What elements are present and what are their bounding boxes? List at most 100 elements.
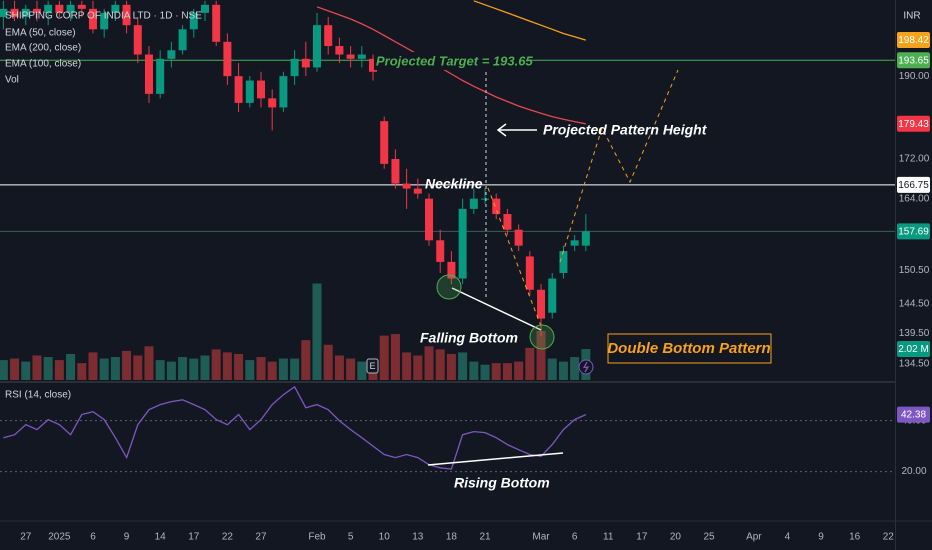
height-label: Projected Pattern Height (543, 122, 708, 138)
x-tick-label: 18 (446, 532, 458, 543)
candle-body (234, 76, 243, 103)
candle-body (55, 4, 64, 13)
legend-entry: EMA (200, close) (5, 43, 81, 54)
candle-body (290, 58, 299, 77)
x-tick-label: 17 (188, 532, 200, 543)
candle-body (212, 4, 221, 42)
candle-body (200, 4, 209, 13)
x-tick-label: 21 (479, 532, 491, 543)
annotations: Projected Target = 193.65 Projected Patt… (366, 52, 772, 491)
volume-bar (290, 358, 300, 380)
volume-bar (155, 360, 165, 380)
candle-body (100, 12, 109, 30)
legend-entry: EMA (100, close) (5, 59, 81, 70)
legend: SHIPPING CORP OF INDIA LTD · 1D · NSE EM… (5, 11, 921, 401)
volume-bar (502, 363, 512, 380)
candle-body (223, 41, 232, 77)
volume-bar (547, 358, 557, 380)
volume-bar (402, 352, 412, 380)
x-tick-label: 16 (849, 532, 861, 543)
candle-body (369, 58, 378, 72)
y-tick-label: 190.00 (899, 71, 930, 82)
volume-bar (536, 330, 546, 380)
projection-path (487, 187, 542, 327)
candle-body (537, 289, 546, 319)
x-tick-label: 9 (818, 532, 824, 543)
rsi-line (3, 385, 587, 470)
volume-bar (54, 360, 64, 380)
candle-body (525, 256, 534, 290)
candle-body (503, 214, 512, 230)
volume-bar (278, 358, 288, 380)
x-tick-label: 13 (412, 532, 424, 543)
price-tag-label: 179.43 (898, 119, 929, 130)
price-tag (897, 223, 930, 240)
volume-bar (514, 361, 524, 380)
candle-body (492, 198, 501, 215)
y-tick-label: 134.50 (899, 358, 930, 369)
volume-bar (21, 361, 31, 380)
x-tick-label: 6 (572, 532, 578, 543)
candle-body (559, 251, 568, 273)
candle-body (425, 198, 434, 241)
plot-layer (0, 0, 895, 473)
volume-bar (570, 357, 580, 380)
earnings-marker[interactable] (366, 358, 379, 374)
candle-body (581, 231, 590, 246)
candle-body (380, 121, 389, 164)
price-tag-label: 198.42 (898, 35, 929, 46)
volume-bar (256, 357, 266, 380)
x-tick-label: 14 (155, 532, 167, 543)
volume-bar (413, 355, 423, 380)
axis-layer: 40.0020.00190.00172.00164.00150.50144.50… (20, 32, 930, 543)
candle-body (357, 54, 366, 59)
x-tick-label: 25 (703, 532, 715, 543)
y-tick-label: 139.50 (899, 328, 930, 339)
volume-bar (77, 363, 87, 380)
volume-bar (424, 346, 434, 380)
candle-body (469, 198, 478, 209)
volume-bar (323, 344, 333, 380)
candle-body (44, 4, 53, 13)
candle-body (178, 29, 187, 51)
volume-bar (346, 358, 356, 380)
bottom-marker (436, 274, 462, 300)
target-label: Projected Target = 193.65 (376, 53, 533, 68)
volume-bar (458, 352, 468, 380)
candle-body (0, 8, 8, 17)
volume-bar (267, 361, 277, 380)
pattern-label: Double Bottom Pattern (607, 340, 770, 357)
legend-entry: Vol (5, 75, 19, 86)
rsi-label: RSI (14, close) (5, 390, 71, 401)
volume-bar (480, 364, 490, 380)
candle-body (447, 261, 456, 279)
falling-bottom-label: Falling Bottom (420, 330, 518, 346)
candle-body (436, 240, 445, 262)
x-tick-label: Mar (532, 532, 550, 543)
x-tick-label: Apr (746, 532, 762, 543)
candle-body (413, 188, 422, 194)
volume-bar (491, 363, 501, 380)
x-tick-label: 22 (883, 532, 895, 543)
candle-body (122, 4, 131, 26)
currency-label[interactable]: INR (903, 11, 920, 22)
volume-bar (222, 352, 232, 380)
candle-body (144, 54, 153, 94)
arrow-head (496, 123, 507, 137)
bottom-marker (529, 324, 555, 350)
falling-bottom-line (451, 287, 542, 331)
rsi-tick-label: 20.00 (901, 466, 926, 477)
candle-body (514, 229, 523, 246)
volume-bar (43, 357, 53, 380)
candle-body (548, 278, 557, 313)
x-tick-label: 20 (670, 532, 682, 543)
volume-bar (122, 350, 132, 380)
x-tick-label: 10 (379, 532, 391, 543)
volume-bar (200, 355, 210, 380)
label-background (374, 52, 526, 70)
x-tick-label: 4 (785, 532, 791, 543)
volume-bar (357, 361, 367, 380)
y-tick-label: 150.50 (899, 265, 930, 276)
candle-body (88, 8, 97, 30)
